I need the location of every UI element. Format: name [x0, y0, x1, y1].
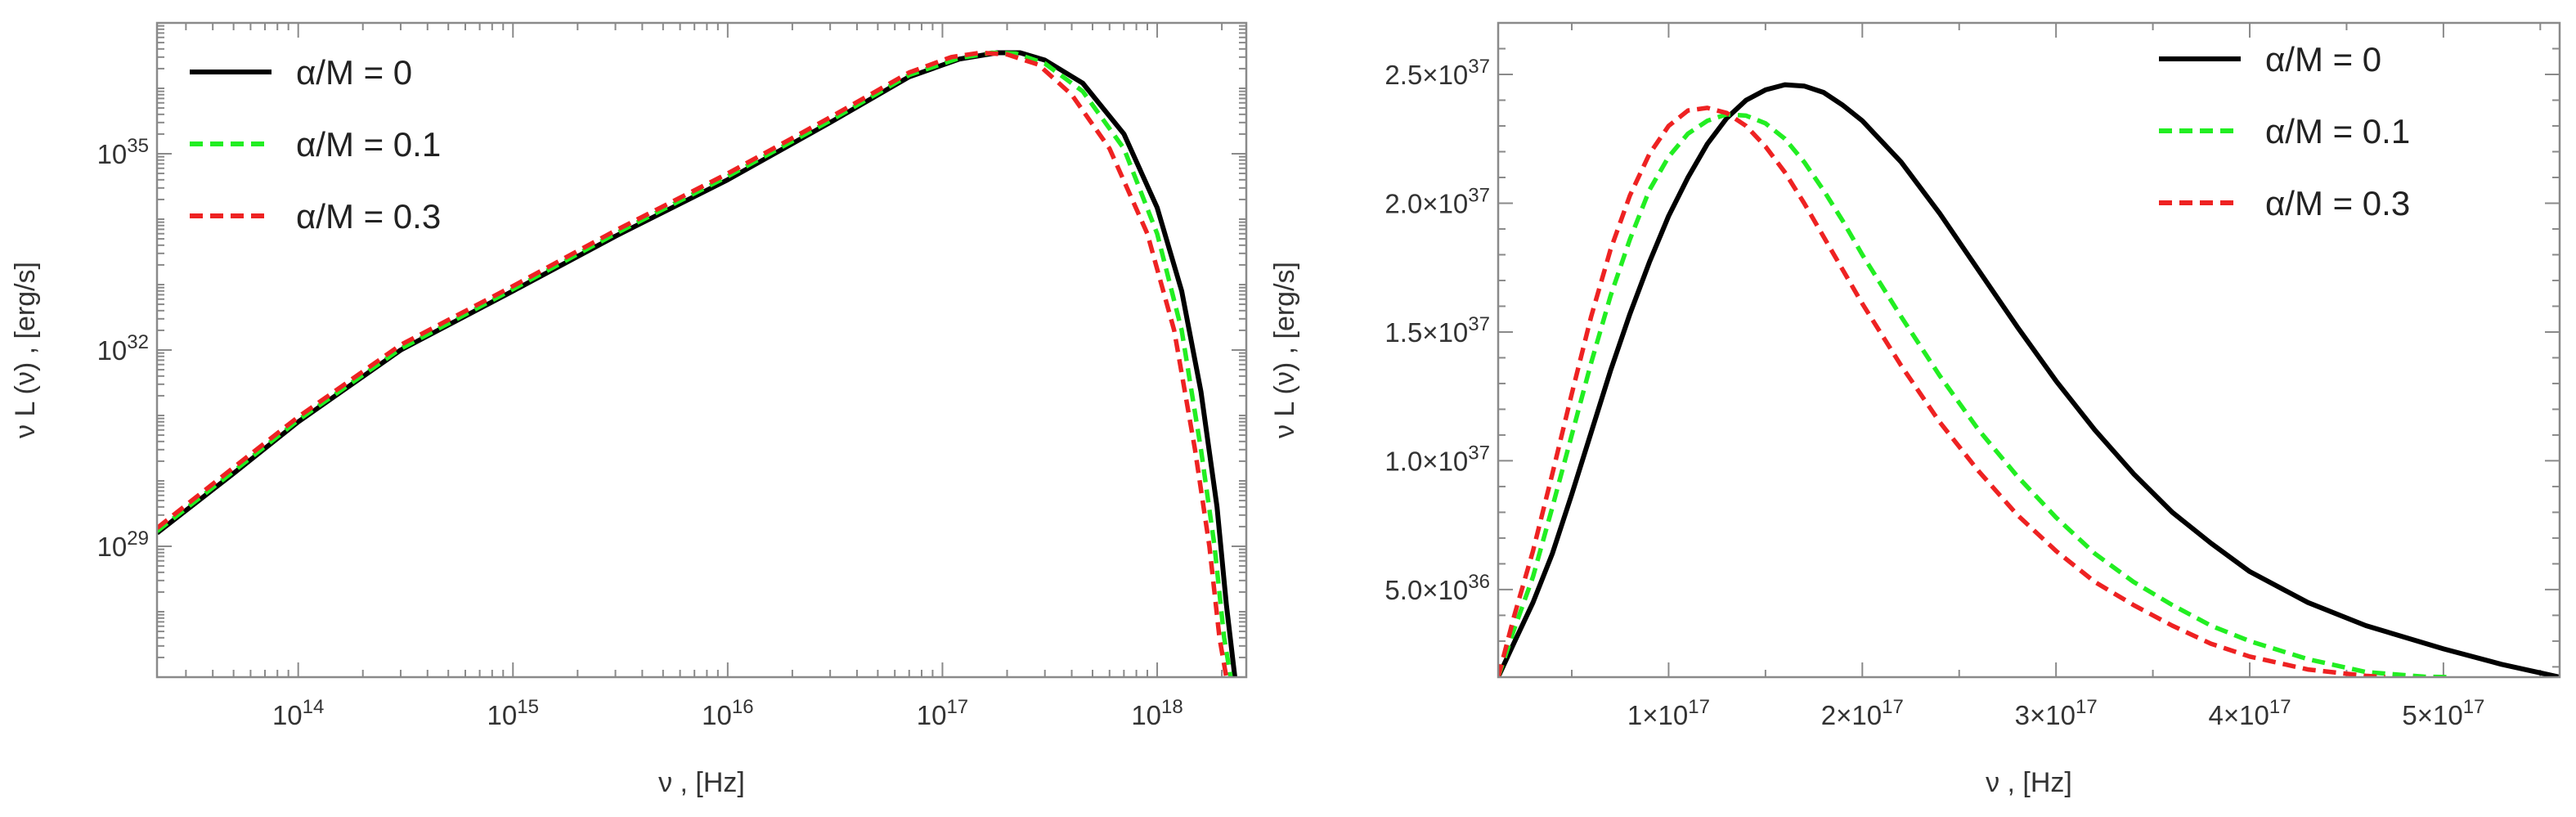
- x-tick-label: 2×1017: [1821, 696, 1904, 730]
- x-tick-label: 4×1017: [2208, 696, 2291, 730]
- x-tick-label: 1014: [272, 696, 324, 730]
- series-group: [157, 50, 1237, 677]
- legend: α/M = 0 α/M = 0.1 α/M = 0.3: [190, 53, 441, 236]
- tick-marks: [1498, 22, 2560, 677]
- x-axis-label: ν , [Hz]: [1986, 767, 2072, 798]
- x-tick-label: 1018: [1131, 696, 1183, 730]
- x-tick-label: 1×1017: [1627, 696, 1710, 730]
- x-tick-label: 1015: [487, 696, 539, 730]
- y-tick-label: 2.5×1037: [1384, 56, 1490, 90]
- legend-label-2: α/M = 0.3: [2265, 184, 2410, 222]
- x-tick-label: 1016: [702, 696, 753, 730]
- tick-marks: [157, 22, 1246, 678]
- right-panel-linear-spectrum: 1×1017 2×1017 3×1017 4×1017 5×1017 5.0×1036 1.…: [1269, 21, 2561, 798]
- y-tick-label: 1.5×1037: [1384, 313, 1490, 348]
- y-tick-label: 5.0×1036: [1384, 571, 1490, 605]
- legend-label-0: α/M = 0: [2265, 40, 2381, 79]
- legend-label-2: α/M = 0.3: [296, 197, 441, 236]
- legend-label-1: α/M = 0.1: [296, 125, 441, 164]
- series-line-0: [1498, 82, 2560, 677]
- x-tick-label: 3×1017: [2015, 696, 2098, 730]
- left-panel-log-spectrum: 1014 1015 1016 1017 1018 1029 1032 1035 ν , [Hz]…: [10, 21, 1248, 798]
- legend: α/M = 0 α/M = 0.1 α/M = 0.3: [2159, 40, 2410, 222]
- series-group: [1498, 82, 2560, 677]
- y-tick-label: 1.0×1037: [1384, 442, 1490, 476]
- plot-frame: [155, 21, 1248, 679]
- x-axis-label: ν , [Hz]: [658, 767, 745, 798]
- series-line-2: [1498, 105, 2385, 677]
- y-axis-label: ν L (ν) , [erg/s]: [1269, 262, 1300, 438]
- plot-frame: [1497, 21, 2561, 679]
- y-tick-label: 1032: [97, 331, 149, 366]
- series-line-2: [157, 50, 1229, 677]
- legend-label-1: α/M = 0.1: [2265, 112, 2410, 150]
- y-axis-label: ν L (ν) , [erg/s]: [10, 262, 41, 438]
- x-tick-label: 5×1017: [2402, 696, 2484, 730]
- x-tick-label: 1017: [917, 696, 968, 730]
- y-tick-label: 2.0×1037: [1384, 184, 1490, 218]
- y-tick-label: 1029: [97, 527, 149, 562]
- legend-label-0: α/M = 0: [296, 53, 412, 92]
- y-tick-label: 1035: [97, 135, 149, 169]
